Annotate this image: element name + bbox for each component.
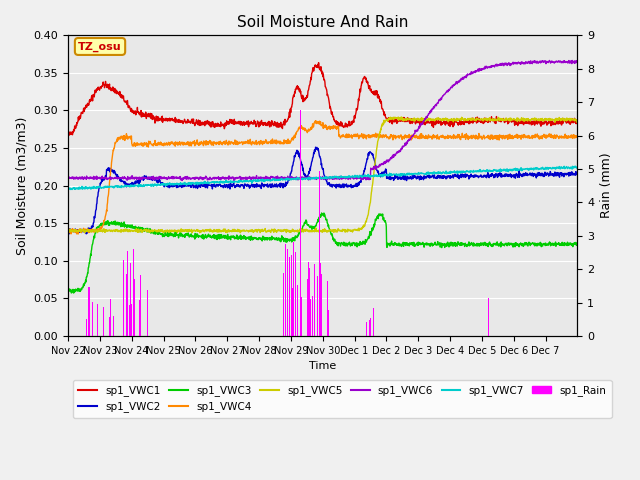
Title: Soil Moisture And Rain: Soil Moisture And Rain	[237, 15, 408, 30]
X-axis label: Time: Time	[309, 361, 337, 371]
Y-axis label: Rain (mm): Rain (mm)	[600, 153, 613, 218]
Y-axis label: Soil Moisture (m3/m3): Soil Moisture (m3/m3)	[15, 117, 28, 255]
Text: TZ_osu: TZ_osu	[78, 41, 122, 52]
Legend: sp1_VWC1, sp1_VWC2, sp1_VWC3, sp1_VWC4, sp1_VWC5, sp1_VWC6, sp1_VWC7, sp1_Rain: sp1_VWC1, sp1_VWC2, sp1_VWC3, sp1_VWC4, …	[73, 380, 612, 418]
